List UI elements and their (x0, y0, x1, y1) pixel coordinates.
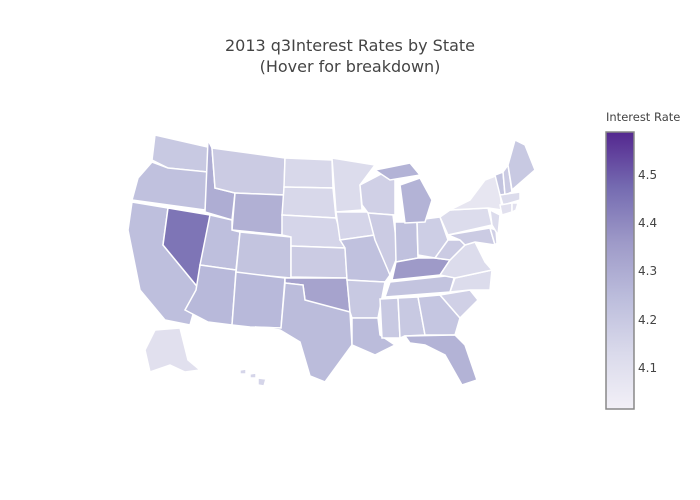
state-me[interactable] (507, 138, 536, 192)
state-ma[interactable] (499, 191, 521, 206)
colorbar (605, 131, 635, 410)
state-pa[interactable] (439, 207, 493, 236)
state-nc[interactable] (448, 269, 493, 293)
state-sd[interactable] (281, 186, 337, 219)
state-wy[interactable] (231, 192, 285, 236)
state-ri[interactable] (511, 202, 519, 214)
state-nh[interactable] (502, 163, 513, 197)
state-ne[interactable] (281, 214, 347, 249)
state-tx[interactable] (254, 282, 353, 383)
state-nm[interactable] (231, 271, 286, 329)
title-line-2: (Hover for breakdown) (259, 57, 441, 76)
colorbar-tick: 4.3 (638, 264, 658, 279)
state-hi[interactable] (249, 372, 257, 379)
state-hi[interactable] (257, 377, 267, 387)
state-ny[interactable] (449, 173, 503, 211)
state-ak[interactable] (144, 327, 202, 373)
state-hi[interactable] (239, 368, 247, 375)
state-co[interactable] (235, 231, 292, 279)
state-la[interactable] (351, 317, 397, 356)
state-az[interactable] (183, 264, 237, 326)
title-line-1: 2013 q3Interest Rates by State (224, 36, 476, 55)
state-ct[interactable] (499, 202, 513, 216)
state-in[interactable] (394, 221, 419, 263)
colorbar-tick: 4.1 (638, 360, 658, 375)
state-mi[interactable] (399, 177, 433, 224)
colorbar-tick: 4.2 (638, 312, 658, 327)
state-ga[interactable] (417, 294, 461, 336)
chart-title: 2013 q3Interest Rates by State (Hover fo… (0, 35, 700, 77)
state-ks[interactable] (290, 245, 348, 279)
colorbar-tick: 4.5 (638, 167, 658, 182)
state-nj[interactable] (489, 208, 501, 238)
colorbar-title: Interest Rate (606, 110, 681, 124)
state-fl[interactable] (403, 334, 478, 386)
state-mi[interactable] (373, 162, 422, 181)
state-mt[interactable] (211, 147, 286, 196)
colorbar-tick: 4.4 (638, 215, 658, 230)
state-nd[interactable] (283, 157, 334, 189)
state-ms[interactable] (379, 297, 401, 339)
state-il[interactable] (367, 212, 399, 277)
